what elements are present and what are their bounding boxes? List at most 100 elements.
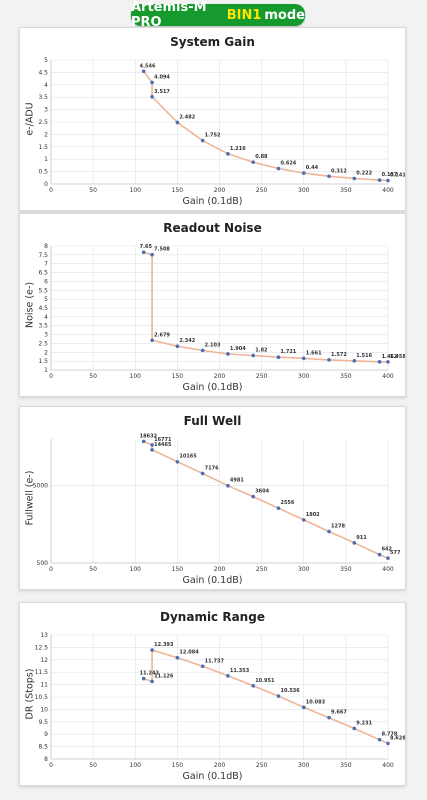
data-point [150, 648, 154, 652]
x-tick-label: 100 [130, 187, 142, 194]
data-label: 0.157 [382, 172, 398, 178]
data-label: 3604 [255, 489, 269, 495]
data-label: 3.517 [154, 89, 170, 95]
y-tick-label: 500 [37, 560, 49, 567]
dynamic-range-panel: 0 50 100 150 200 250 300 350 400 8 8.5 9 9.5 10 10.5 11… [19, 602, 406, 786]
data-point [352, 359, 357, 363]
x-axis-label: Gain (0.1dB) [182, 196, 243, 207]
data-point [276, 506, 281, 510]
data-point [150, 94, 154, 99]
data-point [301, 171, 306, 175]
data-label: 1.752 [205, 133, 221, 139]
x-tick-label: 400 [382, 566, 394, 573]
banner-suffix: mode [264, 7, 305, 23]
data-point [377, 360, 382, 364]
data-point [141, 676, 146, 681]
y-tick-label: 2.5 [38, 340, 48, 347]
x-tick-label: 350 [340, 762, 352, 769]
y-tick-label: 3 [44, 332, 48, 339]
x-axis-label: Gain (0.1dB) [182, 771, 243, 782]
series-line [143, 70, 389, 182]
data-point [226, 152, 230, 156]
y-tick-label: 7 [44, 261, 48, 268]
x-tick-label: 150 [172, 762, 184, 769]
data-point [301, 356, 306, 361]
data-point [226, 483, 230, 488]
data-point [200, 664, 205, 669]
y-tick-label: 4 [44, 314, 48, 321]
data-label: 0.88 [255, 154, 268, 160]
data-label: 1.516 [356, 353, 372, 359]
x-tick-label: 50 [89, 373, 97, 380]
data-label: 911 [356, 535, 367, 541]
y-tick-label: 9 [44, 731, 48, 738]
data-label: 1.904 [230, 346, 246, 352]
data-point [352, 726, 357, 731]
x-tick-label: 150 [172, 187, 184, 194]
system-gain-chart: 0 50 100 150 200 250 300 350 400 0 0.5 1 1.5 2 2.5 3 3.5… [38, 57, 405, 194]
data-point [327, 715, 331, 720]
y-tick-label: 8 [44, 243, 48, 250]
x-axis-label: Gain (0.1dB) [182, 382, 243, 393]
data-label: 9.667 [331, 710, 347, 716]
data-point [386, 741, 390, 746]
data-label: 0.44 [306, 165, 319, 171]
x-tick-label: 50 [89, 187, 97, 194]
y-tick-label: 0 [44, 181, 48, 188]
y-tick-label: 6 [44, 278, 48, 285]
y-tick-label: 2 [44, 131, 48, 138]
data-point [327, 174, 331, 179]
x-tick-label: 300 [298, 762, 310, 769]
data-label: 8.778 [382, 732, 398, 738]
data-point [141, 69, 146, 74]
data-point [251, 353, 255, 358]
data-point [327, 529, 331, 534]
x-tick-label: 200 [214, 566, 226, 573]
y-tick-label: 2.5 [38, 119, 48, 126]
data-label: 2.482 [179, 114, 195, 120]
data-label: 18632 [140, 433, 158, 439]
data-label: 10.536 [280, 688, 300, 694]
chart-title: System Gain [170, 35, 255, 49]
y-tick-label: 5.5 [38, 287, 48, 294]
data-label: 1.82 [255, 347, 268, 353]
x-tick-label: 50 [89, 566, 97, 573]
data-point [141, 439, 146, 444]
x-tick-label: 200 [214, 373, 226, 380]
x-tick-label: 400 [382, 762, 394, 769]
mode-banner: Artemis-M PRO BIN1 mode [131, 0, 305, 30]
x-tick-label: 100 [130, 566, 142, 573]
data-label: 1.216 [230, 146, 246, 152]
chart-title: Readout Noise [163, 221, 262, 235]
y-tick-label: 11.5 [35, 669, 49, 676]
system-gain-panel: 0 50 100 150 200 250 300 350 400 0 0.5 1 1.5 2 2.5 3 3.5… [19, 27, 406, 211]
full-well-chart: 0 50 100 150 200 250 300 350 400 500 5000 186321677… [33, 433, 401, 573]
data-label: 7.508 [154, 247, 170, 253]
y-tick-label: 8.5 [38, 744, 48, 751]
x-tick-label: 0 [49, 373, 53, 380]
y-tick-label: 4.5 [38, 305, 48, 312]
y-tick-label: 7.5 [38, 252, 48, 259]
readout-noise-panel: 0 50 100 150 200 250 300 350 400 1 1.5 2 2.5 3 3.5 4 4.5… [19, 213, 406, 397]
x-tick-label: 150 [172, 373, 184, 380]
y-tick-label: 2 [44, 349, 48, 356]
data-label: 11.243 [140, 671, 160, 677]
data-label: 8.628 [390, 735, 405, 741]
series-line [143, 251, 389, 363]
x-tick-label: 300 [298, 373, 310, 380]
y-tick-label: 10 [40, 706, 48, 713]
x-tick-label: 400 [382, 373, 394, 380]
y-tick-label: 9.5 [38, 719, 48, 726]
y-tick-label: 5000 [33, 483, 48, 490]
data-label: 577 [390, 550, 401, 556]
data-point [251, 684, 255, 688]
data-label: 11.353 [230, 668, 250, 674]
data-point [175, 655, 180, 660]
y-tick-label: 3 [44, 107, 48, 114]
data-point [352, 176, 357, 181]
x-tick-label: 250 [256, 566, 268, 573]
y-tick-label: 1.5 [38, 144, 48, 151]
data-label: 10.083 [306, 699, 326, 705]
data-point [301, 518, 306, 522]
data-point [200, 471, 205, 476]
